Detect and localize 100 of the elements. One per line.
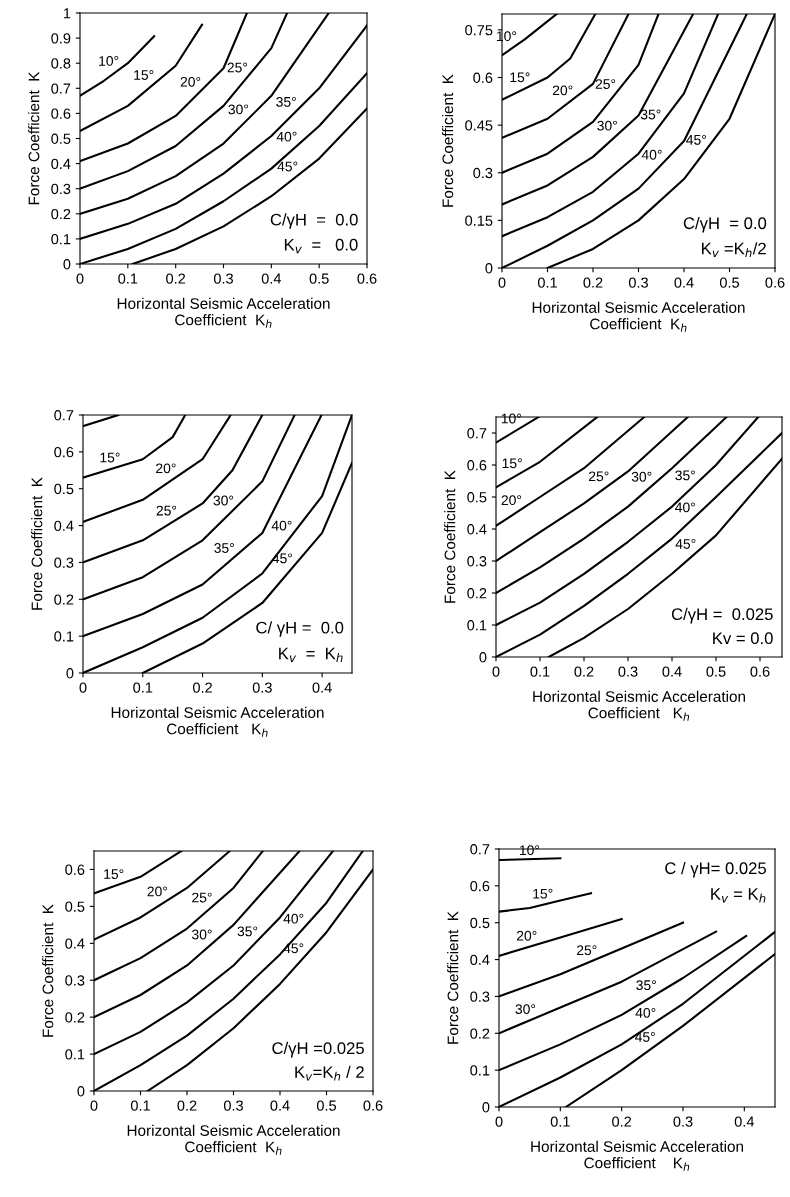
series-label: 15° xyxy=(533,888,553,899)
x-tick-label: 0.4 xyxy=(270,1100,290,1111)
y-tick-label: 0.3 xyxy=(473,167,493,179)
x-tick-label: 0.1 xyxy=(130,1100,150,1111)
x-tick-label: 0.5 xyxy=(719,277,740,288)
y-tick-label: 1 xyxy=(63,8,71,19)
x-tick-label: 0.6 xyxy=(357,273,377,284)
series-label: 15° xyxy=(510,72,530,83)
series-label: 40° xyxy=(276,131,297,142)
y-tick-label: 0.5 xyxy=(54,483,74,495)
x-axis-title: Horizontal Seismic Acceleration Coefficient K$_{h}$ xyxy=(111,706,324,737)
series-label: 45° xyxy=(675,539,696,549)
series-label: 10° xyxy=(519,845,540,856)
series-label: 30° xyxy=(191,929,212,940)
series-label: 35° xyxy=(636,980,656,991)
x-tick-label: 0 xyxy=(498,277,506,288)
x-tick-label: 0.2 xyxy=(177,1100,197,1111)
series-label: 25° xyxy=(227,62,248,73)
series-label: 15° xyxy=(100,452,120,463)
y-tick-label: 0.75 xyxy=(465,24,493,36)
annotation: K$_{v}$ = K$_{h}$ xyxy=(279,647,343,662)
y-tick-label: 0.8 xyxy=(51,58,71,69)
x-tick-label: 0.4 xyxy=(734,1116,755,1127)
y-tick-label: 0.6 xyxy=(54,446,74,458)
x-tick-label: 0 xyxy=(90,1100,98,1111)
x-tick-label: 0.3 xyxy=(673,1116,693,1127)
x-tick-label: 0.4 xyxy=(312,682,332,693)
series-label: 10° xyxy=(501,413,521,424)
series-label: 15° xyxy=(502,458,522,469)
y-tick-label: 0.7 xyxy=(51,83,71,94)
annotation: K$_{v}$ = 0.0 xyxy=(284,238,358,254)
x-tick-label: 0.3 xyxy=(618,666,638,677)
series-label: 10° xyxy=(99,56,119,66)
x-tick-label: 0.4 xyxy=(662,666,682,677)
series-label: 15° xyxy=(104,869,124,879)
y-tick-label: 0.3 xyxy=(467,556,487,567)
x-axis-title: Horizontal Seismic Acceleration Coefficient K$_{h}$ xyxy=(531,1140,743,1171)
annotation: C/γH = 0.0 xyxy=(683,216,767,233)
series-label: 20° xyxy=(147,886,168,897)
annotation: C/γH = 0.025 xyxy=(671,607,773,624)
x-tick-label: 0.1 xyxy=(133,682,153,693)
series-label: 25° xyxy=(192,892,212,903)
series-label: 20° xyxy=(552,85,573,96)
x-tick-label: 0.2 xyxy=(192,682,212,693)
y-tick-label: 0.4 xyxy=(467,524,487,535)
y-tick-label: 0.3 xyxy=(470,991,490,1002)
series-label: 45° xyxy=(277,161,298,172)
y-tick-label: 0.2 xyxy=(51,208,71,220)
y-tick-label: 0.2 xyxy=(470,1028,490,1039)
series-label: 20° xyxy=(180,76,201,87)
x-tick-label: 0.1 xyxy=(550,1116,570,1127)
y-axis-title: Force Coefficient K xyxy=(442,74,454,207)
y-tick-label: 0 xyxy=(485,263,493,274)
y-tick-label: 0.3 xyxy=(51,183,71,195)
series-label: 15° xyxy=(134,70,154,80)
x-tick-label: 0.1 xyxy=(537,277,557,288)
y-tick-label: 0.2 xyxy=(65,1012,85,1023)
y-tick-label: 0.7 xyxy=(54,410,74,421)
series-label: 40° xyxy=(635,1007,656,1018)
y-tick-label: 0.5 xyxy=(51,133,71,144)
x-axis-title: Horizontal Seismic Acceleration Coefficient K$_{h}$ xyxy=(127,1124,340,1155)
series-label: 30° xyxy=(631,471,652,482)
y-tick-label: 0.1 xyxy=(470,1065,490,1076)
x-tick-label: 0.4 xyxy=(261,273,282,284)
x-tick-label: 0.6 xyxy=(750,666,770,677)
series-label: 35° xyxy=(214,543,234,553)
y-tick-label: 0.1 xyxy=(54,631,74,642)
series-label: 35° xyxy=(276,96,296,107)
series-label: 40° xyxy=(641,149,662,160)
y-tick-label: 0.1 xyxy=(467,620,487,631)
annotation: K$_{v}$=K$_{h}$ / 2 xyxy=(295,1065,364,1081)
series-label: 25° xyxy=(595,79,616,89)
annotation: K$_{v}$ = K$_{h}$ xyxy=(711,888,766,903)
x-tick-label: 0.4 xyxy=(674,277,694,288)
x-tick-label: 0 xyxy=(492,666,500,677)
series-label: 25° xyxy=(156,505,177,516)
y-tick-label: 0.7 xyxy=(470,844,490,855)
y-tick-label: 0.2 xyxy=(467,588,487,599)
y-tick-label: 0.7 xyxy=(467,428,487,439)
y-tick-label: 0 xyxy=(77,1086,85,1097)
x-tick-label: 0.3 xyxy=(628,277,648,288)
y-tick-label: 0.1 xyxy=(51,234,71,245)
annotation: C / γH= 0.025 xyxy=(665,861,767,878)
y-axis-title: Force Coefficient K xyxy=(42,904,54,1037)
x-tick-label: 0.5 xyxy=(706,666,726,677)
x-tick-label: 0.2 xyxy=(583,277,603,288)
y-tick-label: 0.3 xyxy=(54,557,74,568)
series-label: 20° xyxy=(501,495,522,506)
y-axis-title: Force Coefficient K xyxy=(28,71,40,205)
series-label: 30° xyxy=(213,495,234,506)
x-tick-label: 0.3 xyxy=(223,1100,243,1111)
series-label: 35° xyxy=(237,926,258,937)
y-tick-label: 0.4 xyxy=(470,954,490,965)
series-label: 35° xyxy=(640,109,661,120)
series-label: 25° xyxy=(589,471,609,482)
y-tick-label: 0.3 xyxy=(65,975,85,986)
annotation: Kv = 0.0 xyxy=(713,632,773,645)
x-tick-label: 0.5 xyxy=(309,273,329,284)
series-label: 35° xyxy=(675,470,695,481)
series-label: 30° xyxy=(515,1004,536,1015)
